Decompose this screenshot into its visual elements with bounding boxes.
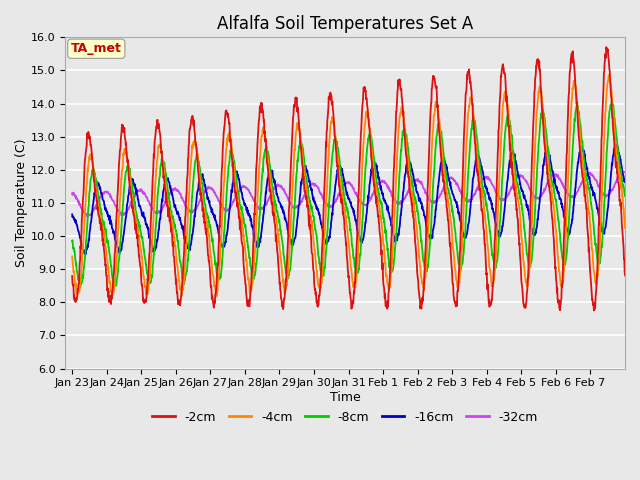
Legend: -2cm, -4cm, -8cm, -16cm, -32cm: -2cm, -4cm, -8cm, -16cm, -32cm bbox=[147, 406, 543, 429]
Title: Alfalfa Soil Temperatures Set A: Alfalfa Soil Temperatures Set A bbox=[217, 15, 473, 33]
Text: TA_met: TA_met bbox=[71, 42, 122, 55]
Y-axis label: Soil Temperature (C): Soil Temperature (C) bbox=[15, 139, 28, 267]
X-axis label: Time: Time bbox=[330, 391, 360, 404]
